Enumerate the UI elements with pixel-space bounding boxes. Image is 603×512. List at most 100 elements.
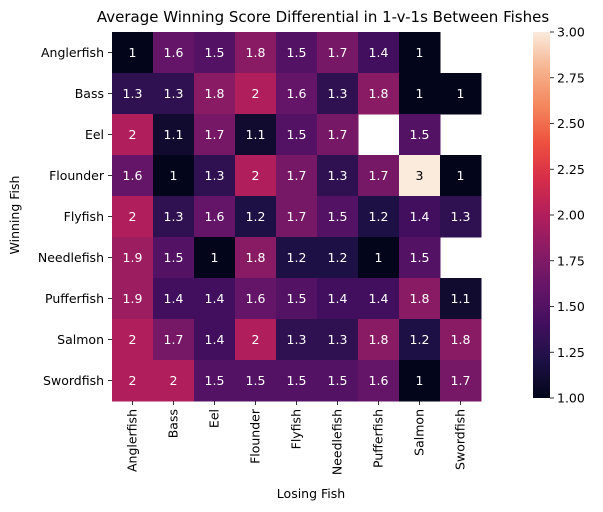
cell-value-label: 1 (457, 168, 465, 183)
cell-Pufferfish-Anglerfish (112, 278, 154, 320)
cell-Eel-Flounder (235, 114, 277, 156)
colorbar-ticks: 1.00 1.25 1.50 1.75 2.00 2.25 2.50 2.75 3.00 (550, 25, 585, 406)
colorbar-tick-label: 2.25 (557, 162, 585, 177)
cell-Bass-Flyfish (276, 73, 318, 115)
cell-Anglerfish-Anglerfish (112, 32, 154, 74)
y-tick-label: Flounder (49, 168, 105, 183)
colorbar-tick-label: 1.00 (557, 391, 585, 406)
cell-value-label: 1.5 (328, 373, 348, 388)
cell-value-label: 1.8 (410, 291, 430, 306)
x-tick-label: Flyfish (289, 409, 304, 449)
x-tick-label: Bass (166, 409, 181, 438)
cell-Salmon-Flyfish (276, 319, 318, 361)
cell-Flounder-Needlefish (317, 155, 359, 197)
cell-value-label: 1.4 (328, 291, 348, 306)
cell-Pufferfish-Pufferfish (358, 278, 400, 320)
cell-Pufferfish-Bass (153, 278, 195, 320)
cell-value-label: 2 (129, 373, 137, 388)
cell-Needlefish-Pufferfish (358, 237, 400, 279)
cell-value-label: 1.6 (123, 168, 143, 183)
y-tick-label: Pufferfish (45, 291, 104, 306)
y-tick-label: Bass (75, 86, 104, 101)
cell-Salmon-Needlefish (317, 319, 359, 361)
y-axis-ticks: Anglerfish Bass Eel Flounder Flyfish Needlefi… (38, 45, 112, 388)
cell-Swordfish-Needlefish (317, 360, 359, 402)
x-tick-label: Pufferfish (371, 409, 386, 468)
cell-Swordfish-Bass (153, 360, 195, 402)
cell-value-label: 1 (129, 45, 137, 60)
cell-Flounder-Pufferfish (358, 155, 400, 197)
y-tick-label: Needlefish (38, 250, 104, 265)
cell-Needlefish-Needlefish (317, 237, 359, 279)
cell-Flounder-Flyfish (276, 155, 318, 197)
cell-value-label: 1.8 (369, 86, 389, 101)
cell-Pufferfish-Needlefish (317, 278, 359, 320)
cell-value-label: 1.5 (205, 373, 225, 388)
y-tick-label: Anglerfish (41, 45, 104, 60)
colorbar-tick-label: 2.00 (557, 208, 585, 223)
cell-value-label: 1.7 (328, 127, 348, 142)
x-tick-label: Swordfish (453, 409, 468, 470)
cell-Eel-Salmon (399, 114, 441, 156)
cell-value-label: 1.7 (369, 168, 389, 183)
x-tick-label: Anglerfish (125, 409, 140, 472)
cell-Swordfish-Swordfish (440, 360, 482, 402)
cell-Salmon-Swordfish (440, 319, 482, 361)
cell-value-label: 1 (416, 86, 424, 101)
cell-value-label: 1.6 (369, 373, 389, 388)
cell-value-label: 1.5 (410, 127, 430, 142)
cell-value-label: 1.2 (410, 332, 430, 347)
cell-Anglerfish-Bass (153, 32, 195, 74)
cell-Flounder-Swordfish (440, 155, 482, 197)
cell-Salmon-Salmon (399, 319, 441, 361)
cell-Eel-Flyfish (276, 114, 318, 156)
cell-Anglerfish-Eel (194, 32, 236, 74)
cell-Flyfish-Flounder (235, 196, 277, 238)
cell-Salmon-Eel (194, 319, 236, 361)
cell-value-label: 1.8 (246, 45, 266, 60)
cell-Swordfish-Salmon (399, 360, 441, 402)
cell-value-label: 1.6 (287, 86, 307, 101)
cell-Flounder-Bass (153, 155, 195, 197)
cell-value-label: 1.4 (369, 45, 389, 60)
y-tick-label: Swordfish (43, 373, 104, 388)
colorbar (533, 32, 550, 398)
x-axis-label: Losing Fish (277, 486, 345, 501)
cell-value-label: 1.6 (246, 291, 266, 306)
cell-Anglerfish-Needlefish (317, 32, 359, 74)
cell-Swordfish-Anglerfish (112, 360, 154, 402)
cell-value-label: 1.5 (287, 45, 307, 60)
cell-Swordfish-Flounder (235, 360, 277, 402)
cell-value-label: 1.4 (410, 209, 430, 224)
cell-value-label: 1.3 (451, 209, 471, 224)
cell-Needlefish-Flyfish (276, 237, 318, 279)
cell-Bass-Flounder (235, 73, 277, 115)
cell-Pufferfish-Salmon (399, 278, 441, 320)
cell-Flounder-Anglerfish (112, 155, 154, 197)
x-tick-label: Eel (207, 409, 222, 428)
cell-value-label: 1.4 (205, 332, 225, 347)
cell-Needlefish-Salmon (399, 237, 441, 279)
colorbar-tick-label: 1.50 (557, 299, 585, 314)
cell-value-label: 1.5 (287, 373, 307, 388)
cell-Swordfish-Pufferfish (358, 360, 400, 402)
cell-value-label: 2 (170, 373, 178, 388)
cell-value-label: 1.4 (205, 291, 225, 306)
cell-value-label: 1 (375, 250, 383, 265)
cell-Flyfish-Salmon (399, 196, 441, 238)
y-tick-label: Salmon (57, 332, 104, 347)
cell-Flyfish-Flyfish (276, 196, 318, 238)
cell-value-label: 1.5 (246, 373, 266, 388)
cell-value-label: 1.1 (246, 127, 266, 142)
cell-Bass-Anglerfish (112, 73, 154, 115)
chart-title: Average Winning Score Differential in 1-… (97, 8, 549, 26)
cell-value-label: 1.3 (123, 86, 143, 101)
cell-Eel-Bass (153, 114, 195, 156)
x-tick-label: Flounder (248, 408, 263, 464)
cell-value-label: 1.2 (328, 250, 348, 265)
cell-Pufferfish-Flounder (235, 278, 277, 320)
x-axis-ticks: Anglerfish Bass Eel Flounder Flyfish Needlefi… (125, 401, 468, 475)
cell-value-label: 1.9 (123, 250, 143, 265)
cell-value-label: 2 (129, 332, 137, 347)
